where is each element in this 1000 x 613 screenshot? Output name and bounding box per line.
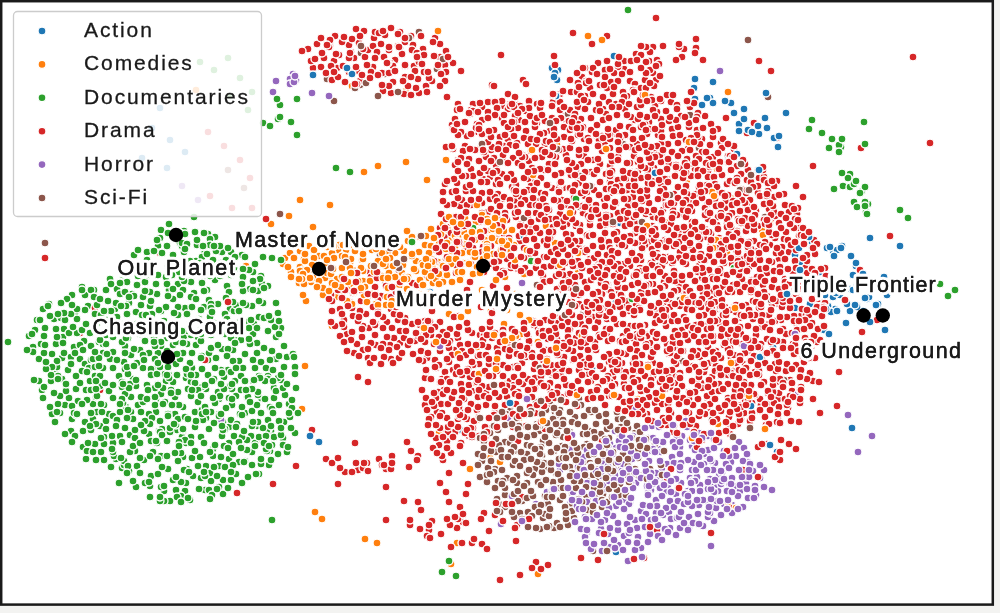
svg-text:Documentaries: Documentaries — [84, 85, 250, 108]
svg-text:Comedies: Comedies — [84, 51, 194, 74]
svg-text:6 Underground: 6 Underground — [800, 339, 962, 363]
svg-text:Murder Mystery: Murder Mystery — [396, 287, 568, 311]
svg-text:Drama: Drama — [84, 118, 157, 141]
svg-text:Our Planet: Our Planet — [118, 256, 237, 280]
svg-text:Sci-Fi: Sci-Fi — [84, 185, 149, 208]
svg-text:Action: Action — [84, 18, 154, 41]
svg-text:Triple Frontier: Triple Frontier — [790, 273, 937, 297]
svg-text:Horror: Horror — [84, 152, 155, 175]
svg-text:Chasing Coral: Chasing Coral — [93, 315, 246, 339]
svg-text:Master of None: Master of None — [235, 228, 401, 252]
